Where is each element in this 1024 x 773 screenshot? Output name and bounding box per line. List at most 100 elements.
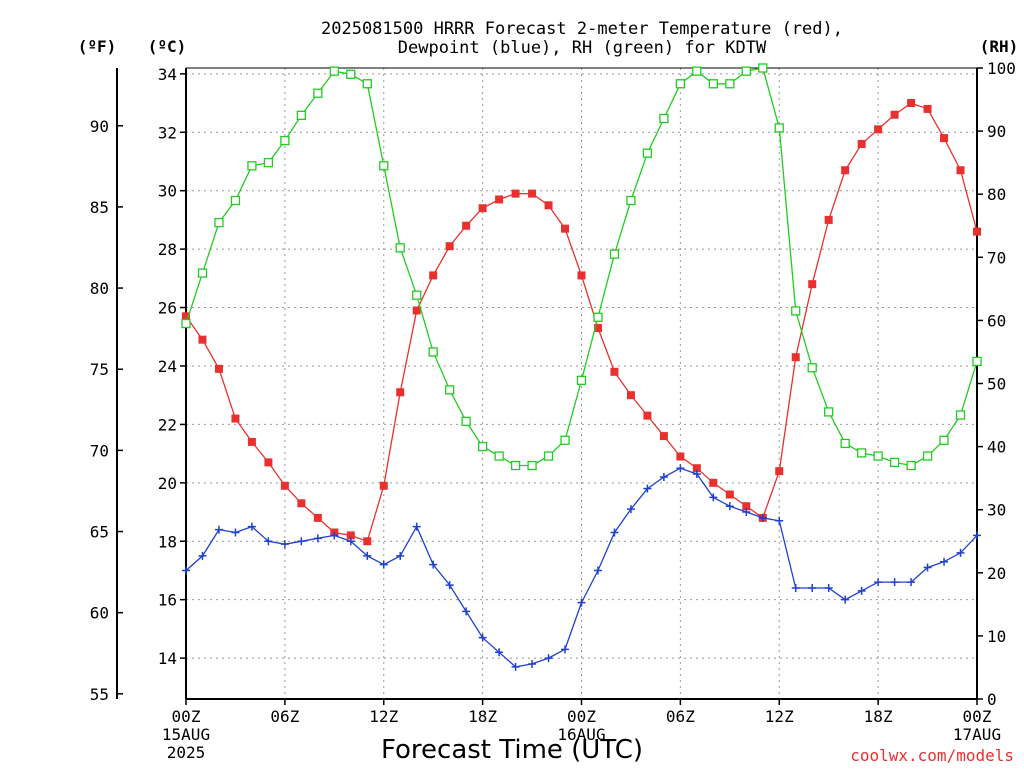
rh-data-point <box>346 69 356 79</box>
dewpoint-data-point <box>791 583 800 592</box>
temperature-data-point <box>775 467 784 476</box>
celsius-tick-label: 18 <box>158 532 177 551</box>
dewpoint-data-point <box>659 472 668 481</box>
fahrenheit-tick-label: 65 <box>90 523 109 542</box>
dewpoint-data-point <box>577 598 586 607</box>
x-tick-date-label: 15AUG <box>162 725 210 744</box>
rh-tick-label: 10 <box>987 627 1006 646</box>
dewpoint-data-point <box>561 645 570 654</box>
temperature-data-point <box>890 110 899 119</box>
temperature-data-point <box>313 513 322 522</box>
dewpoint-data-point <box>346 537 355 546</box>
temperature-data-point <box>626 391 635 400</box>
dewpoint-data-point <box>247 522 256 531</box>
dewpoint-data-point <box>841 595 850 604</box>
dewpoint-data-point <box>643 484 652 493</box>
rh-data-point <box>313 88 323 98</box>
fahrenheit-tick-label: 70 <box>90 441 109 460</box>
chart-title-line1: 2025081500 HRRR Forecast 2-meter Tempera… <box>321 19 843 39</box>
rh-tick-label: 90 <box>987 122 1006 141</box>
rh-data-point <box>807 363 817 373</box>
temperature-data-point <box>445 242 454 251</box>
rh-data-point <box>774 123 784 133</box>
dewpoint-data-point <box>676 464 685 473</box>
dewpoint-data-point <box>511 662 520 671</box>
dewpoint-data-point <box>429 560 438 569</box>
rh-data-point <box>824 407 834 417</box>
rh-data-point <box>642 148 653 158</box>
rh-data-point <box>758 63 768 73</box>
celsius-tick-label: 30 <box>158 182 177 201</box>
x-tick-label: 06Z <box>270 707 299 726</box>
rh-tick-label: 20 <box>987 564 1006 583</box>
temperature-data-point <box>956 166 965 175</box>
dewpoint-data-point <box>363 551 372 560</box>
series-layer <box>181 63 982 671</box>
rh-data-point <box>362 79 372 89</box>
chart-title-line2: Dewpoint (blue), RH (green) for KDTW <box>398 38 767 58</box>
temperature-data-point <box>264 458 273 467</box>
dewpoint-data-point <box>890 578 899 587</box>
temperature-data-point <box>363 537 372 546</box>
celsius-unit-label: (ºC) <box>148 37 187 56</box>
dewpoint-data-point <box>495 648 504 657</box>
temperature-data-point <box>511 189 520 198</box>
axes-layer: 14 16 18 20 22 24 26 28 30 32 34 55 60 65 70 75 80 85 90 0 1… <box>90 59 1016 762</box>
credit-label: coolwx.com/models <box>850 746 1014 765</box>
dewpoint-data-point <box>379 560 388 569</box>
rh-tick-label: 100 <box>987 59 1016 78</box>
fahrenheit-tick-label: 55 <box>90 685 109 704</box>
dewpoint-data-point <box>412 522 421 531</box>
temperature-data-point <box>561 224 570 233</box>
rh-data-point <box>626 195 636 206</box>
rh-tick-label: 40 <box>987 438 1006 457</box>
x-tick-label: 00Z <box>567 707 596 726</box>
rh-data-point <box>840 438 850 449</box>
x-tick-label: 06Z <box>666 707 695 726</box>
temperature-data-point <box>676 452 685 461</box>
fahrenheit-tick-label: 75 <box>90 360 109 379</box>
temperature-data-point <box>692 464 701 473</box>
rh-data-point <box>873 451 883 461</box>
rh-data-point <box>477 441 488 452</box>
dewpoint-data-point <box>182 566 190 575</box>
dewpoint-data-point <box>593 566 602 575</box>
rh-data-point <box>692 66 702 76</box>
dewpoint-data-point <box>610 528 619 537</box>
temperature-data-point <box>907 99 916 108</box>
x-tick-date-label: 17AUG <box>953 725 1001 744</box>
dewpoint-data-point <box>758 513 767 522</box>
rh-data-point <box>527 460 537 471</box>
temperature-data-point <box>214 364 223 373</box>
rh-data-point <box>395 243 405 253</box>
dewpoint-data-point <box>528 659 537 668</box>
celsius-tick-label: 24 <box>158 357 177 376</box>
rh-data-point <box>906 460 916 471</box>
rh-data-point <box>939 435 949 445</box>
rh-tick-label: 0 <box>987 690 997 709</box>
temperature-data-point <box>742 502 751 511</box>
x-tick-date-label: 16AUG <box>557 725 605 744</box>
temperature-data-point <box>346 531 355 540</box>
temperature-data-point <box>297 499 306 508</box>
rh-data-point <box>461 416 471 427</box>
rh-tick-label: 80 <box>987 185 1006 204</box>
rh-data-point <box>247 161 257 171</box>
dewpoint-data-point <box>231 528 240 537</box>
rh-data-point <box>329 66 339 76</box>
dewpoint-data-point <box>264 537 273 546</box>
dewpoint-data-point <box>775 516 784 525</box>
rh-data-point <box>889 457 900 468</box>
rh-tick-label: 30 <box>987 501 1006 520</box>
rh-data-point <box>214 217 224 228</box>
temperature-data-point <box>462 221 471 230</box>
celsius-tick-label: 34 <box>158 65 177 84</box>
celsius-tick-label: 16 <box>158 591 177 610</box>
rh-data-point <box>181 318 191 329</box>
dewpoint-data-point <box>462 607 471 616</box>
rh-data-point <box>922 451 933 461</box>
celsius-tick-label: 20 <box>158 474 177 493</box>
dewpoint-data-point <box>445 581 454 590</box>
dewpoint-data-point <box>313 534 322 543</box>
celsius-tick-label: 28 <box>158 240 177 259</box>
